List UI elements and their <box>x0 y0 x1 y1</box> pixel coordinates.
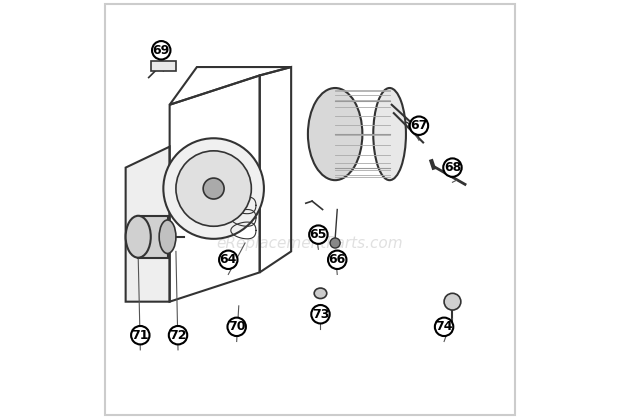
Text: 64: 64 <box>219 253 237 266</box>
Text: 69: 69 <box>153 44 170 57</box>
Text: 66: 66 <box>329 253 346 266</box>
Circle shape <box>131 326 149 344</box>
Text: 72: 72 <box>169 328 187 342</box>
Circle shape <box>203 178 224 199</box>
Circle shape <box>169 326 187 344</box>
Text: 71: 71 <box>131 328 149 342</box>
Ellipse shape <box>444 293 461 310</box>
Circle shape <box>176 151 251 226</box>
Polygon shape <box>126 147 170 302</box>
Ellipse shape <box>314 288 327 298</box>
Circle shape <box>330 238 340 248</box>
Polygon shape <box>138 216 167 258</box>
Text: 67: 67 <box>410 119 428 132</box>
Text: eReplacementParts.com: eReplacementParts.com <box>216 235 404 251</box>
Text: 73: 73 <box>312 308 329 321</box>
Ellipse shape <box>126 216 151 258</box>
Ellipse shape <box>308 88 362 180</box>
Bar <box>151 61 176 71</box>
Circle shape <box>219 251 237 269</box>
Circle shape <box>410 116 428 135</box>
Circle shape <box>152 41 171 59</box>
Circle shape <box>163 138 264 239</box>
Text: 70: 70 <box>228 320 246 334</box>
Circle shape <box>311 305 330 323</box>
Circle shape <box>328 251 347 269</box>
Text: 74: 74 <box>435 320 453 334</box>
Text: 68: 68 <box>444 161 461 174</box>
Circle shape <box>443 158 462 177</box>
Ellipse shape <box>373 88 406 180</box>
Ellipse shape <box>159 220 176 253</box>
Text: 65: 65 <box>310 228 327 241</box>
Circle shape <box>309 225 327 244</box>
Circle shape <box>228 318 246 336</box>
Circle shape <box>435 318 453 336</box>
